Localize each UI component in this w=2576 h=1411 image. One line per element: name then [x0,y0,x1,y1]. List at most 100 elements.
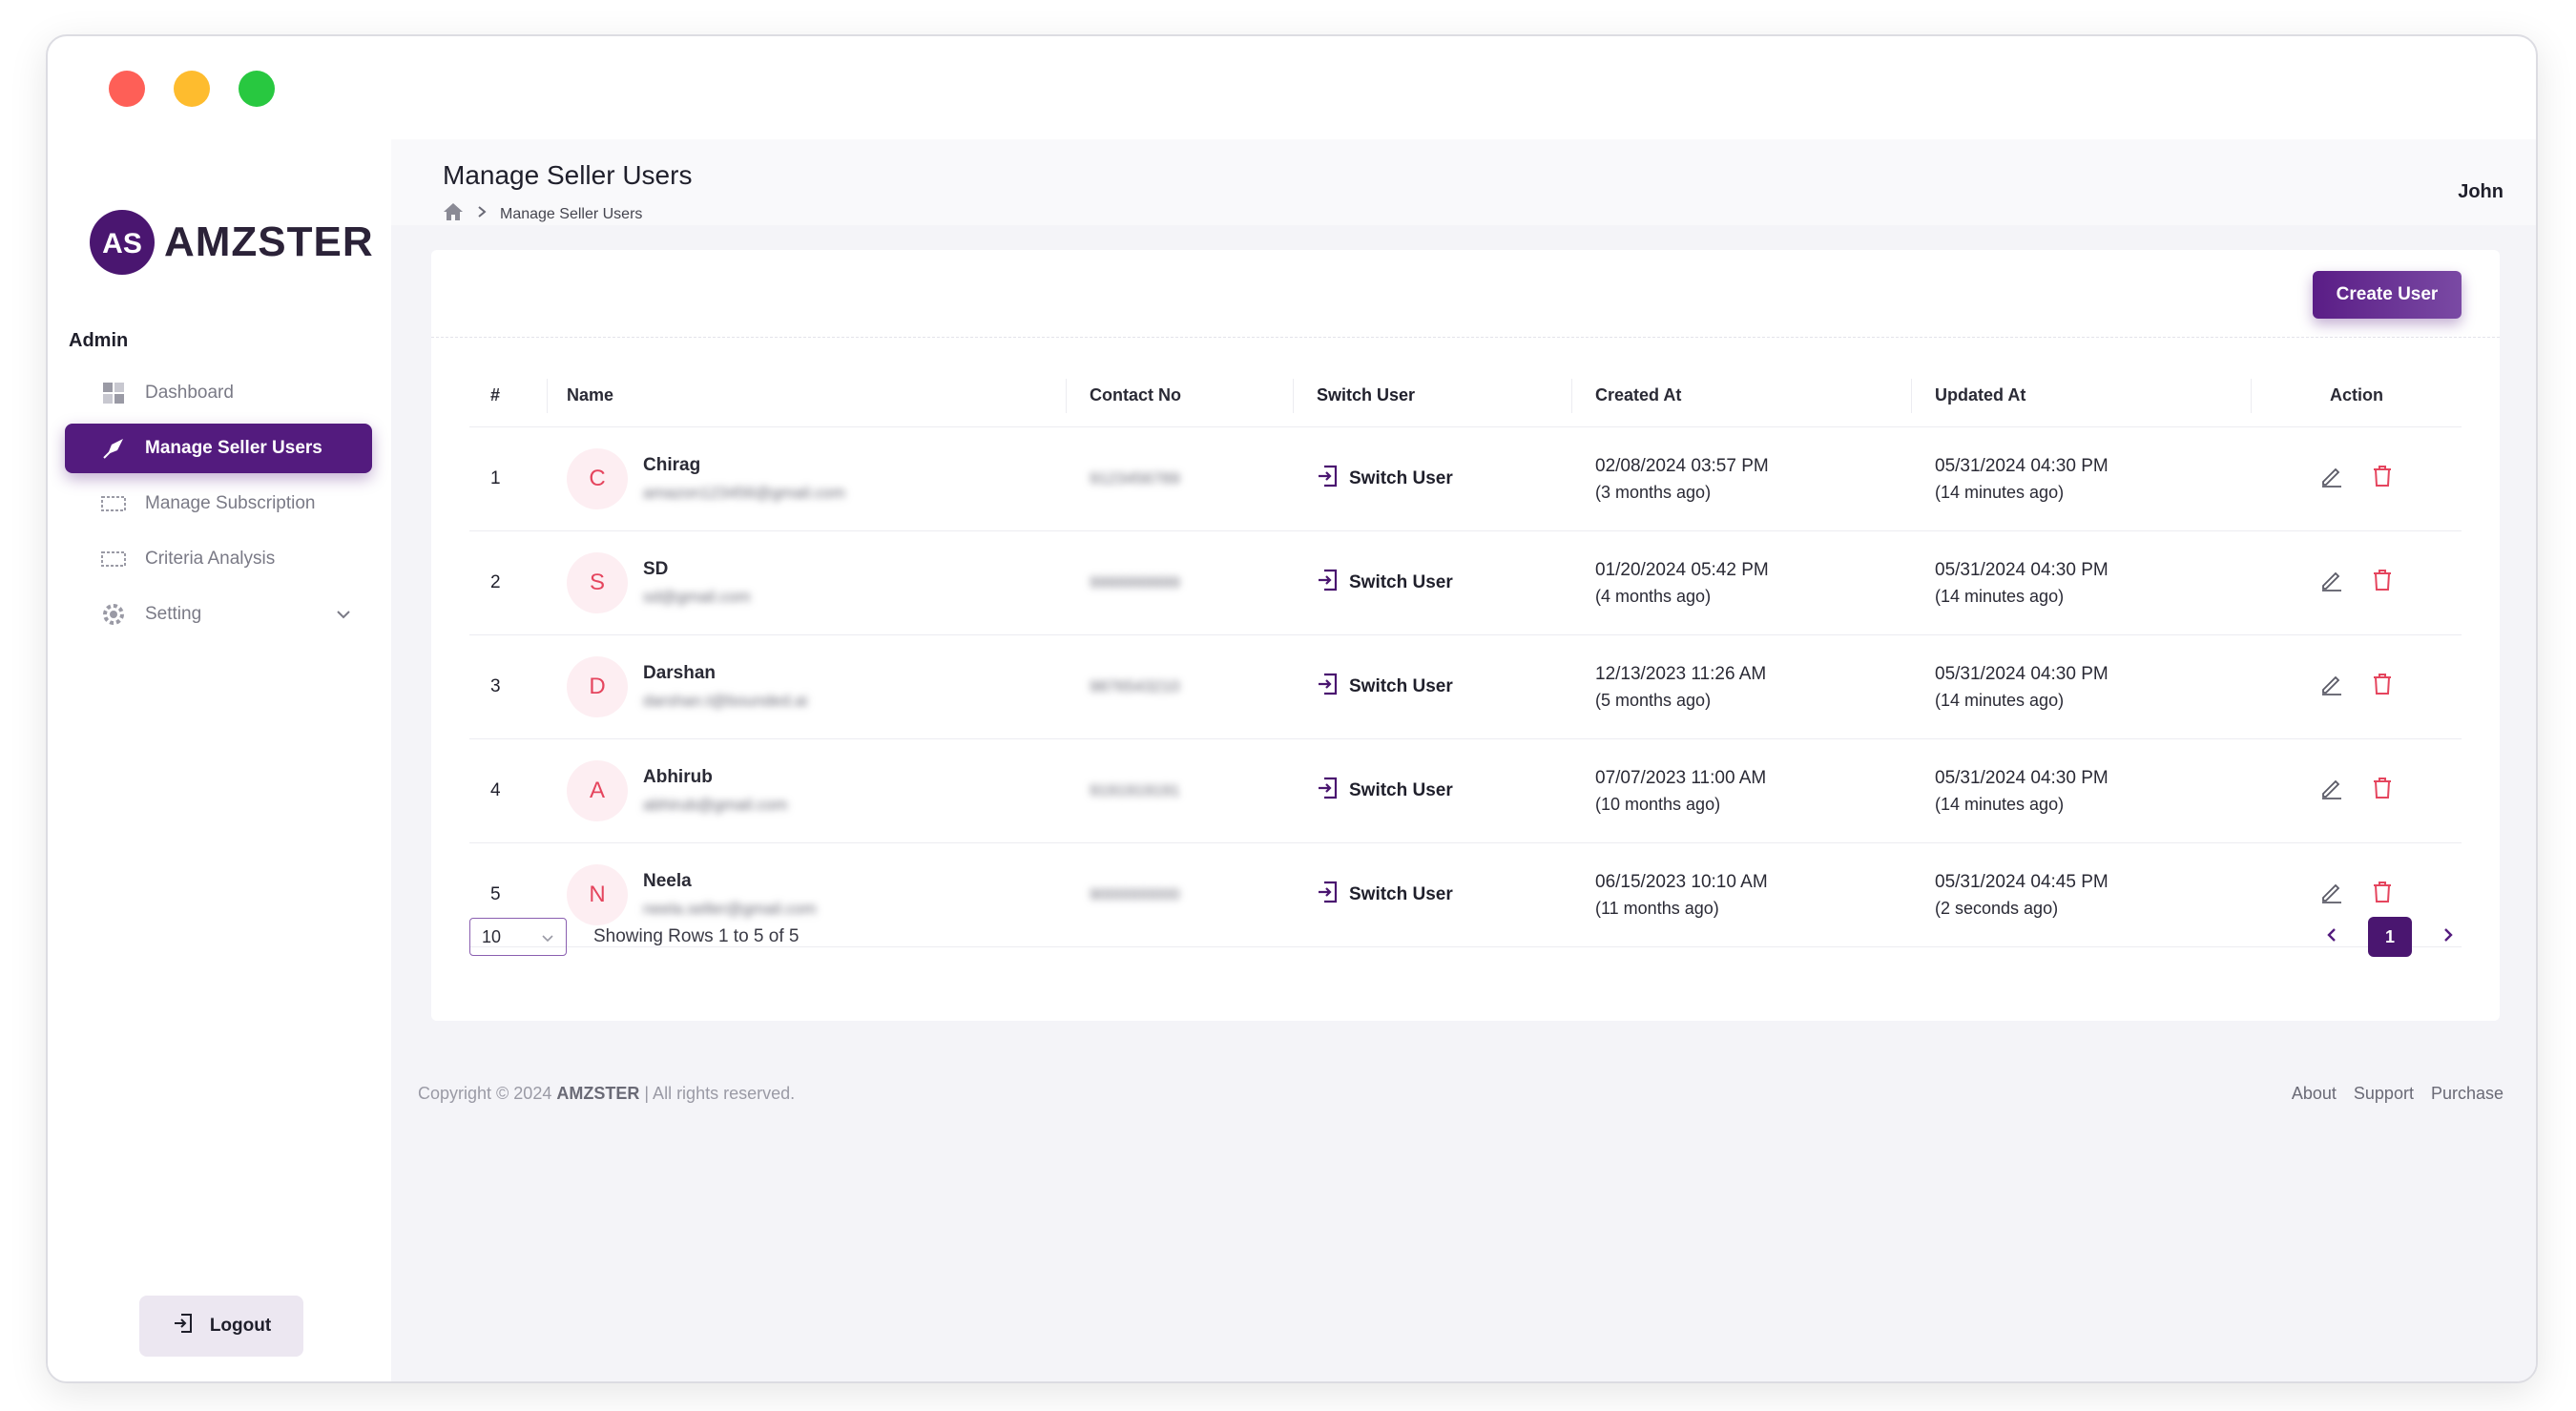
action-cell [2252,776,2462,806]
switch-user-link[interactable]: Switch User [1294,881,1572,909]
logout-button[interactable]: Logout [139,1296,303,1357]
avatar: N [567,864,628,925]
sidebar-item-manage-seller-users[interactable]: Manage Seller Users [65,424,372,473]
switch-user-icon [1317,881,1338,909]
row-number: 2 [490,572,501,592]
delete-icon[interactable] [2371,672,2394,702]
edit-icon[interactable] [2319,776,2344,806]
column-header-created-at: Created At [1572,378,1912,413]
table-row: 2 S SD sd@gmail.com 9999999999 Switch Us… [469,531,2462,635]
close-window-button[interactable] [109,71,145,107]
sidebar-item-criteria-analysis[interactable]: Criteria Analysis [65,534,372,584]
column-header-number: # [469,378,548,413]
footer-link-purchase[interactable]: Purchase [2430,1084,2503,1103]
edit-icon[interactable] [2319,880,2344,910]
updated-relative: (14 minutes ago) [1935,690,2065,710]
user-menu[interactable]: John [2458,181,2503,202]
action-cell [2252,880,2462,910]
minimize-window-button[interactable] [174,71,210,107]
switch-user-label: Switch User [1349,780,1453,800]
user-email: sd@gmail.com [643,588,751,606]
delete-icon[interactable] [2371,464,2394,494]
name-cell: C Chirag amazon123456@gmail.com [548,448,1067,509]
user-email: darshan.t@bounded.ai [643,692,808,710]
delete-icon[interactable] [2371,568,2394,598]
created-date: 01/20/2024 05:42 PM [1595,559,1769,580]
sidebar-item-setting[interactable]: Setting [65,590,372,639]
switch-user-icon [1317,465,1338,493]
user-email: abhirub@gmail.com [643,796,788,814]
logout-icon [172,1312,195,1340]
contact-number: 9000000000 [1090,885,1180,903]
ticket-icon [101,547,126,571]
footer-link-about[interactable]: About [2291,1084,2337,1103]
edit-icon[interactable] [2319,464,2344,494]
sidebar-item-label: Manage Subscription [145,493,316,513]
created-relative: (4 months ago) [1595,586,1712,606]
action-cell [2252,568,2462,598]
updated-relative: (14 minutes ago) [1935,794,2065,814]
user-email: neela.seller@gmail.com [643,900,817,918]
sidebar-item-manage-subscription[interactable]: Manage Subscription [65,479,372,529]
chevron-right-icon [477,205,487,223]
page-number-button[interactable]: 1 [2368,917,2412,957]
switch-user-label: Switch User [1349,884,1453,904]
sidebar-item-label: Dashboard [145,383,234,403]
created-at-cell: 02/08/2024 03:57 PM (3 months ago) [1572,456,1912,503]
chevron-down-icon[interactable] [336,604,351,625]
switch-user-link[interactable]: Switch User [1294,465,1572,493]
name-cell: S SD sd@gmail.com [548,552,1067,613]
switch-user-link[interactable]: Switch User [1294,673,1572,701]
home-icon[interactable] [443,202,464,226]
showing-rows-text: Showing Rows 1 to 5 of 5 [593,926,800,946]
switch-user-link[interactable]: Switch User [1294,569,1572,597]
action-cell [2252,464,2462,494]
page-size-select[interactable]: 10 [469,918,567,956]
sidebar-item-label: Manage Seller Users [145,438,322,458]
created-relative: (10 months ago) [1595,794,1721,814]
created-relative: (5 months ago) [1595,690,1712,710]
created-at-cell: 01/20/2024 05:42 PM (4 months ago) [1572,560,1912,607]
create-user-button[interactable]: Create User [2313,271,2462,319]
sidebar-item-dashboard[interactable]: Dashboard [65,368,372,418]
user-name: Neela [643,871,692,891]
updated-at-cell: 05/31/2024 04:30 PM (14 minutes ago) [1912,560,2252,607]
row-number: 5 [490,884,501,904]
switch-user-icon [1317,673,1338,701]
updated-relative: (14 minutes ago) [1935,482,2065,502]
edit-icon[interactable] [2319,672,2344,702]
column-header-updated-at: Updated At [1912,378,2252,413]
app-window: AS AMZSTER Admin Dashboard Manage Seller… [46,34,2538,1383]
updated-at-cell: 05/31/2024 04:30 PM (14 minutes ago) [1912,768,2252,815]
updated-at-cell: 05/31/2024 04:45 PM (2 seconds ago) [1912,872,2252,919]
contact-cell: 9000000000 [1067,884,1294,905]
switch-user-link[interactable]: Switch User [1294,777,1572,805]
created-relative: (3 months ago) [1595,482,1712,502]
contact-cell: 9876543210 [1067,676,1294,697]
footer-link-support[interactable]: Support [2353,1084,2414,1103]
footer-links: About Support Purchase [2292,1084,2503,1104]
maximize-window-button[interactable] [239,71,275,107]
logo[interactable]: AS AMZSTER [88,208,374,277]
edit-icon[interactable] [2319,568,2344,598]
updated-date: 05/31/2024 04:45 PM [1935,871,2109,892]
svg-text:AS: AS [102,228,142,259]
action-cell [2252,672,2462,702]
delete-icon[interactable] [2371,880,2394,910]
avatar: C [567,448,628,509]
table-body: 1 C Chirag amazon123456@gmail.com 912345… [469,427,2462,947]
delete-icon[interactable] [2371,776,2394,806]
copyright-brand[interactable]: AMZSTER [556,1084,640,1103]
created-date: 02/08/2024 03:57 PM [1595,455,1769,476]
copyright-suffix: | All rights reserved. [644,1084,796,1103]
switch-user-label: Switch User [1349,468,1453,488]
created-date: 12/13/2023 11:26 AM [1595,663,1767,684]
name-cell: N Neela neela.seller@gmail.com [548,864,1067,925]
created-at-cell: 12/13/2023 11:26 AM (5 months ago) [1572,664,1912,711]
previous-page-button[interactable] [2326,924,2337,949]
contact-number: 9999999999 [1090,573,1180,591]
copyright: Copyright © 2024 AMZSTER | All rights re… [418,1084,795,1104]
brand-name: AMZSTER [164,218,374,265]
copyright-prefix: Copyright © 2024 [418,1084,552,1103]
next-page-button[interactable] [2442,924,2454,949]
